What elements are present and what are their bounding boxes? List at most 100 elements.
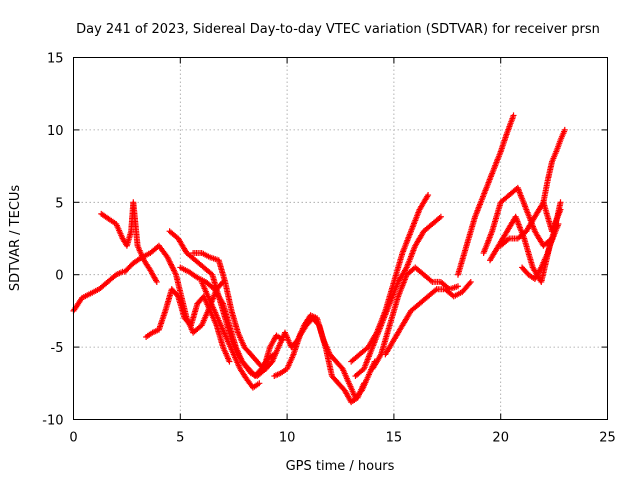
- data-trace-markers: [218, 324, 230, 342]
- data-trace-markers: [297, 323, 309, 338]
- data-trace-markers: [504, 114, 516, 135]
- data-trace-markers: [336, 381, 347, 393]
- data-trace-markers: [355, 381, 367, 400]
- data-trace-markers: [222, 280, 235, 313]
- y-tick-label: 0: [55, 269, 63, 284]
- data-trace-markers: [330, 374, 341, 386]
- data-trace-markers: [499, 193, 511, 205]
- data-trace-markers: [391, 323, 405, 342]
- data-trace-markers: [225, 338, 236, 356]
- data-trace-markers: [439, 280, 451, 291]
- data-point-marker: [360, 380, 367, 387]
- data-trace-markers: [358, 345, 370, 357]
- data-trace-markers: [196, 275, 208, 285]
- data-trace-markers: [185, 251, 197, 262]
- data-trace-markers: [545, 160, 555, 182]
- data-trace-markers: [460, 280, 473, 294]
- y-tick-label: 10: [47, 124, 64, 139]
- data-trace-markers: [242, 345, 253, 357]
- data-trace-markers: [408, 208, 422, 233]
- data-trace-markers: [521, 237, 536, 269]
- data-trace-markers: [97, 280, 110, 291]
- data-point-marker: [467, 278, 474, 285]
- data-trace-markers: [89, 287, 101, 296]
- data-trace-markers: [200, 250, 212, 260]
- data-trace-markers: [532, 265, 544, 281]
- data-trace-markers: [220, 302, 232, 327]
- data-trace-markers: [322, 345, 335, 378]
- data-trace-markers: [378, 324, 393, 356]
- data-trace-markers: [396, 265, 409, 284]
- data-trace-markers: [464, 215, 478, 248]
- y-tick-label: 15: [47, 52, 64, 67]
- data-series-trace-11: [348, 192, 432, 365]
- data-trace-markers: [168, 229, 180, 241]
- data-trace-markers: [349, 395, 359, 404]
- data-trace-markers: [123, 261, 136, 274]
- data-trace-markers: [204, 280, 217, 291]
- data-point-marker: [561, 126, 568, 133]
- data-trace-markers: [253, 367, 264, 378]
- data-trace-markers: [263, 359, 275, 371]
- data-trace-markers: [481, 229, 495, 255]
- data-trace-markers: [226, 323, 239, 349]
- data-series-trace-14: [382, 278, 474, 358]
- data-trace-markers: [481, 171, 495, 197]
- data-trace-markers: [448, 283, 460, 292]
- data-trace-markers: [162, 287, 175, 313]
- data-point-marker: [557, 199, 564, 206]
- data-trace-markers: [269, 345, 281, 363]
- data-trace-markers: [443, 287, 456, 299]
- y-tick-label: -10: [42, 414, 63, 429]
- data-trace-markers: [378, 302, 392, 327]
- data-trace-markers: [558, 128, 568, 142]
- data-trace-markers: [235, 331, 247, 349]
- data-trace-markers: [220, 345, 232, 363]
- data-series-trace-2: [98, 199, 160, 285]
- data-trace-markers: [151, 327, 161, 335]
- chart-title: Day 241 of 2023, Sidereal Day-to-day VTE…: [76, 22, 600, 37]
- data-trace-markers: [291, 334, 303, 356]
- data-trace-markers: [176, 236, 189, 255]
- data-trace-markers: [387, 295, 401, 327]
- x-tick-label: 5: [176, 431, 184, 446]
- data-trace-markers: [201, 295, 213, 313]
- data-trace-markers: [551, 200, 564, 233]
- data-series-trace-7: [190, 249, 286, 372]
- data-trace-markers: [400, 309, 414, 327]
- data-trace-markers: [212, 287, 226, 306]
- plot-frame: [73, 57, 608, 420]
- data-trace-markers: [169, 287, 181, 299]
- data-trace-markers: [539, 251, 550, 269]
- data-trace-markers: [413, 265, 426, 277]
- data-trace-markers: [208, 254, 220, 263]
- tick-marks: [73, 57, 608, 420]
- data-trace-markers: [545, 229, 557, 255]
- data-trace-markers: [383, 338, 396, 356]
- data-trace-markers: [144, 330, 154, 339]
- data-trace-markers: [238, 367, 249, 381]
- data-series-layer: [70, 112, 568, 406]
- data-trace-markers: [80, 291, 92, 300]
- data-trace-markers: [310, 316, 322, 328]
- data-trace-markers: [173, 273, 183, 294]
- data-trace-markers: [275, 333, 285, 342]
- data-point-marker: [256, 380, 263, 387]
- data-trace-markers: [349, 352, 362, 364]
- data-point-marker: [425, 192, 432, 199]
- data-trace-markers: [404, 244, 418, 269]
- x-tick-label: 25: [599, 431, 616, 446]
- data-trace-markers: [188, 302, 200, 327]
- data-trace-markers: [199, 309, 211, 327]
- data-series-trace-10: [271, 315, 367, 406]
- data-trace-markers: [113, 222, 125, 240]
- data-trace-markers: [284, 352, 296, 371]
- data-trace-markers: [422, 222, 434, 234]
- data-trace-markers: [553, 138, 563, 153]
- data-trace-markers: [140, 250, 152, 260]
- data-trace-markers: [199, 280, 211, 298]
- data-trace-markers: [191, 323, 204, 335]
- data-trace-markers: [327, 352, 339, 364]
- data-trace-markers: [248, 352, 260, 364]
